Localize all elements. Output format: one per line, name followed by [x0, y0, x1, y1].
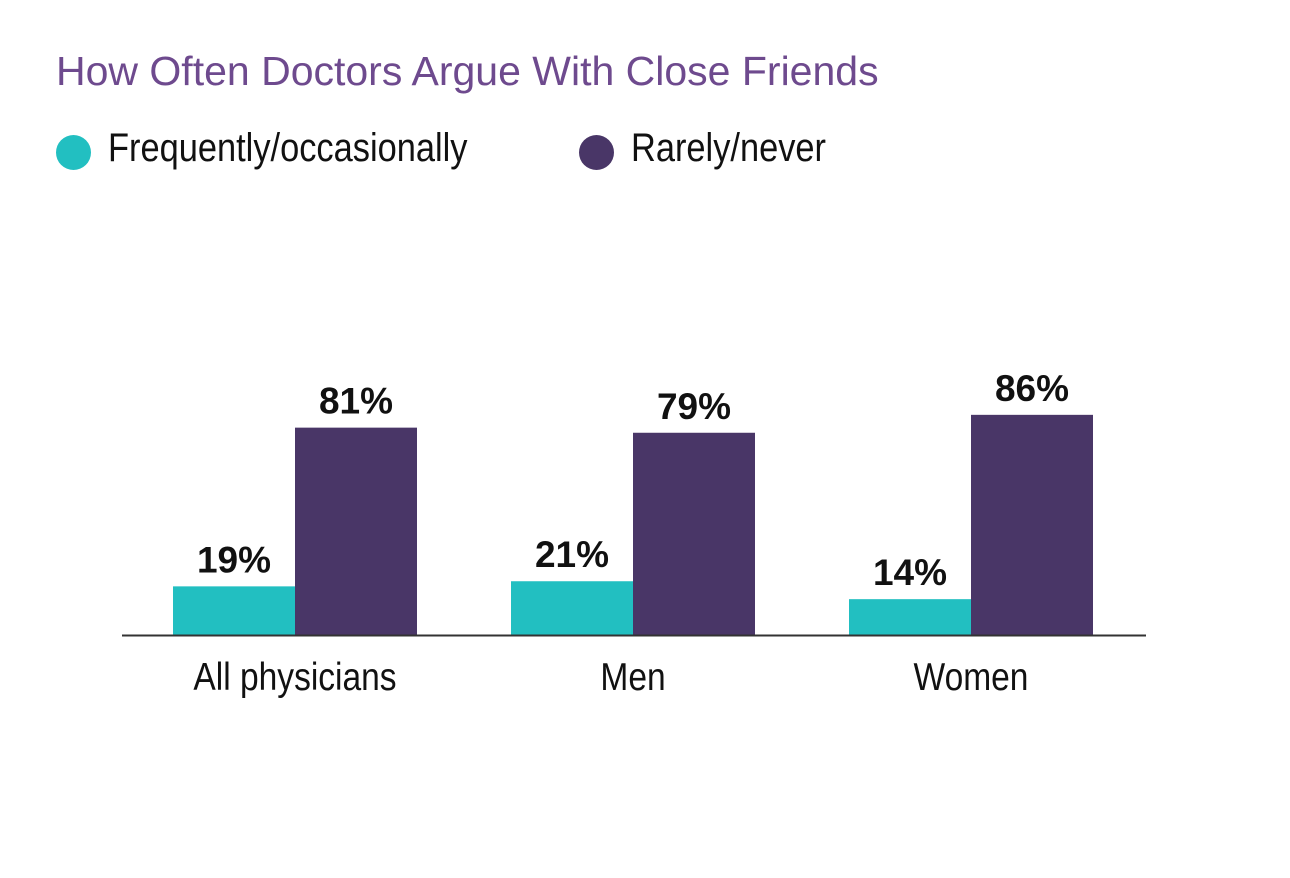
value-label-men-rarely-never: 79%	[657, 386, 731, 427]
category-label-all-physicians: All physicians	[193, 655, 396, 699]
category-label-men: Men	[600, 655, 665, 699]
bar-women-frequently-occasionally	[849, 599, 971, 635]
category-label-women: Women	[914, 655, 1029, 699]
value-label-women-frequently-occasionally: 14%	[873, 552, 947, 593]
legend-swatch-teal	[56, 135, 91, 170]
value-label-women-rarely-never: 86%	[995, 368, 1069, 409]
bar-all-physicians-rarely-never	[295, 427, 417, 635]
bar-all-physicians-frequently-occasionally	[173, 586, 295, 635]
value-label-all-physicians-frequently-occasionally: 19%	[197, 539, 271, 580]
legend-label-rarely-never: Rarely/never	[631, 126, 827, 170]
value-label-men-frequently-occasionally: 21%	[535, 534, 609, 575]
bar-men-frequently-occasionally	[511, 581, 633, 635]
bar-men-rarely-never	[633, 432, 755, 635]
legend-swatch-purple	[579, 135, 614, 170]
legend-label-frequently-occasionally: Frequently/occasionally	[108, 126, 468, 170]
chart-title: How Often Doctors Argue With Close Frien…	[56, 48, 879, 94]
value-label-all-physicians-rarely-never: 81%	[319, 381, 393, 422]
bar-women-rarely-never	[971, 414, 1093, 635]
